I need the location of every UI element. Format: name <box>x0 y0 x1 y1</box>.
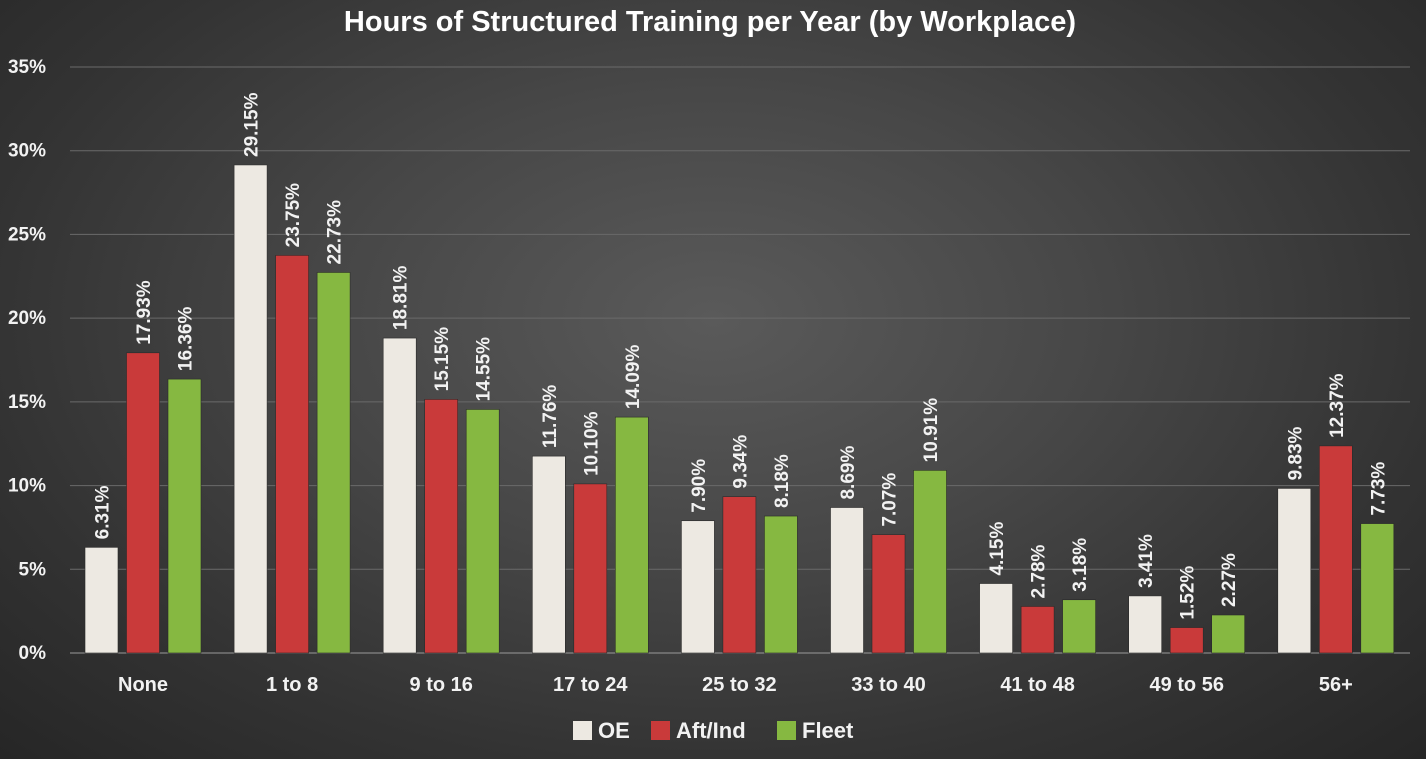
y-tick-label: 35% <box>8 57 46 78</box>
data-label: 9.34% <box>730 435 751 489</box>
bar <box>1319 445 1353 654</box>
x-tick-label: 17 to 24 <box>553 674 628 696</box>
x-tick-label: 56+ <box>1319 674 1353 696</box>
bar <box>913 470 947 654</box>
data-label: 16.36% <box>176 307 197 372</box>
bar <box>979 583 1013 654</box>
legend-swatch <box>777 721 796 740</box>
legend-label: Fleet <box>802 718 854 743</box>
x-tick-label: 41 to 48 <box>1000 674 1074 696</box>
bar <box>84 547 119 654</box>
x-tick-label: 1 to 8 <box>266 674 318 696</box>
data-label: 29.15% <box>242 92 263 157</box>
data-label: 6.31% <box>93 485 114 539</box>
data-label: 8.69% <box>838 446 859 500</box>
y-tick-label: 10% <box>8 476 46 497</box>
data-label: 4.15% <box>987 522 1008 576</box>
bar <box>871 534 906 654</box>
bar <box>681 520 715 654</box>
bar <box>275 255 309 654</box>
data-label: 9.83% <box>1285 426 1306 480</box>
data-label: 14.55% <box>474 337 495 402</box>
data-label: 7.73% <box>1368 462 1389 516</box>
data-label: 2.78% <box>1029 544 1050 598</box>
bar <box>614 416 649 654</box>
bar <box>126 352 160 654</box>
data-label: 7.90% <box>689 459 710 513</box>
y-axis: 0% 5% 10% 15% 20% 25% 30% 35% <box>8 57 46 664</box>
bar <box>167 378 202 654</box>
bar <box>573 483 608 654</box>
bar <box>1128 595 1162 654</box>
x-axis: None 1 to 8 9 to 16 17 to 24 25 to 32 33 to 4… <box>118 674 1353 696</box>
data-label: 18.81% <box>391 266 412 331</box>
bar <box>465 409 500 654</box>
data-label: 8.18% <box>772 454 793 508</box>
y-tick-label: 30% <box>8 141 46 162</box>
data-label: 15.15% <box>432 327 453 392</box>
bar <box>764 515 798 654</box>
data-label: 10.10% <box>581 411 602 476</box>
data-label: 1.52% <box>1178 566 1199 620</box>
data-label: 17.93% <box>134 280 155 345</box>
legend-swatch <box>573 721 592 740</box>
y-tick-label: 0% <box>19 643 47 664</box>
data-label: 11.76% <box>540 385 561 448</box>
data-label: 10.91% <box>921 398 942 463</box>
bar <box>1020 606 1055 654</box>
x-tick-label: 33 to 40 <box>851 674 925 696</box>
legend-label: OE <box>598 718 630 743</box>
data-label: 22.73% <box>325 200 346 265</box>
bar <box>722 496 757 654</box>
bar <box>316 272 351 654</box>
data-label: 12.37% <box>1327 373 1348 438</box>
bar <box>1277 488 1312 654</box>
data-label: 23.75% <box>283 183 304 248</box>
bar <box>233 164 268 654</box>
data-label: 3.18% <box>1070 538 1091 592</box>
data-label: 7.07% <box>880 473 901 527</box>
bar <box>1360 523 1395 654</box>
legend: OE Aft/Ind Fleet <box>573 718 854 743</box>
data-label: 2.27% <box>1219 553 1240 607</box>
y-tick-label: 20% <box>8 308 46 329</box>
legend-swatch <box>651 721 670 740</box>
bars <box>84 164 1395 654</box>
x-tick-label: 9 to 16 <box>410 674 473 696</box>
bar <box>424 399 459 654</box>
x-tick-label: None <box>118 674 168 696</box>
x-tick-label: 25 to 32 <box>702 674 776 696</box>
x-tick-label: 49 to 56 <box>1149 674 1223 696</box>
legend-label: Aft/Ind <box>676 718 746 743</box>
bar <box>382 337 417 654</box>
y-tick-label: 5% <box>19 559 47 580</box>
y-tick-label: 25% <box>8 224 46 245</box>
bar <box>830 507 864 654</box>
bar <box>1169 627 1204 654</box>
bar <box>1062 599 1096 654</box>
data-label: 3.41% <box>1136 534 1157 588</box>
bar <box>531 455 566 654</box>
data-labels: 6.31% 17.93% 16.36% 29.15% 23.75% 22.73% 18.81… <box>93 92 1390 619</box>
data-label: 14.09% <box>623 345 644 410</box>
chart-title: Hours of Structured Training per Year (b… <box>344 6 1076 38</box>
bar <box>1211 614 1245 654</box>
y-tick-label: 15% <box>8 392 46 413</box>
